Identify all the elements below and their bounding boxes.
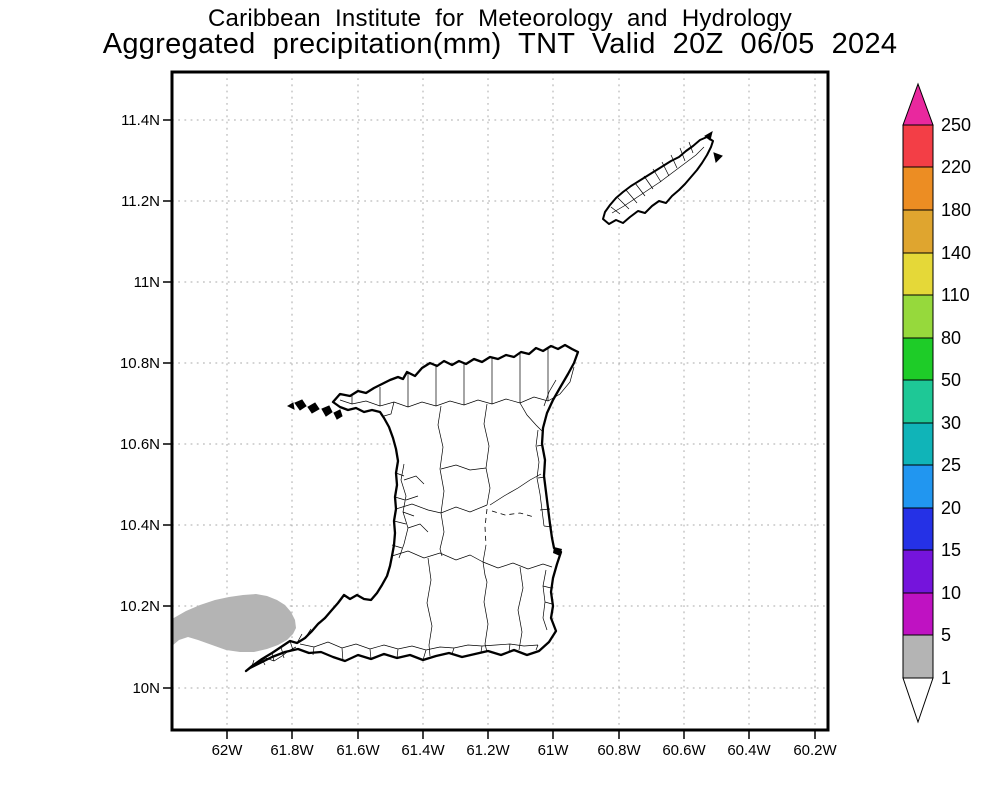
bocas-islands bbox=[286, 399, 343, 420]
colorbar-segment bbox=[902, 337, 934, 381]
colorbar-segment bbox=[902, 507, 934, 551]
plot-frame bbox=[170, 70, 830, 732]
figure-title-product: Aggregated precipitation(mm) TNT Valid 2… bbox=[102, 28, 898, 60]
trinidad-island bbox=[244, 343, 580, 673]
trinidad-admin-coastal-strips bbox=[251, 379, 557, 667]
y-tick-label: 11.2N bbox=[121, 193, 160, 210]
colorbar-tick-label: 220 bbox=[941, 157, 971, 177]
y-axis-tick-marks bbox=[163, 119, 172, 689]
tobago-admin-boundaries bbox=[610, 141, 705, 215]
x-tick-label: 61.4W bbox=[401, 742, 445, 759]
colorbar-segment bbox=[902, 464, 934, 509]
colorbar-tick-label: 50 bbox=[941, 370, 961, 390]
colorbar-tick-label: 110 bbox=[941, 285, 970, 305]
x-tick-label: 61.6W bbox=[336, 742, 380, 759]
x-axis-labels: 62W 61.8W 61.6W 61.4W 61.2W 61W 60.8W 60… bbox=[212, 742, 838, 759]
trinidad-admin-dashed bbox=[484, 508, 535, 546]
colorbar-tick-label: 80 bbox=[941, 328, 961, 348]
colorbar-segment bbox=[902, 422, 934, 466]
colorbar-labels: 1 5 10 15 20 25 30 50 80 110 140 180 220… bbox=[941, 115, 971, 688]
colorbar-tick-label: 180 bbox=[941, 200, 971, 220]
colorbar-tick-label: 30 bbox=[941, 413, 961, 433]
colorbar-segment bbox=[902, 634, 934, 679]
x-tick-label: 60.4W bbox=[727, 742, 771, 759]
y-tick-label: 10.2N bbox=[120, 598, 160, 615]
colorbar-tick-label: 20 bbox=[941, 498, 961, 518]
colorbar-tick-label: 140 bbox=[941, 243, 971, 263]
x-tick-label: 62W bbox=[212, 742, 244, 759]
x-tick-label: 60.2W bbox=[793, 742, 837, 759]
x-tick-label: 61.2W bbox=[466, 742, 510, 759]
y-tick-label: 10.4N bbox=[120, 517, 160, 534]
colorbar-below-min-arrow bbox=[902, 677, 934, 724]
colorbar-segment bbox=[902, 549, 934, 594]
trinidad-coastline bbox=[244, 343, 580, 673]
colorbar-tick-label: 1 bbox=[941, 668, 951, 688]
y-tick-label: 10.8N bbox=[120, 355, 160, 372]
colorbar-above-max-arrow bbox=[902, 82, 934, 126]
tobago-island bbox=[602, 130, 723, 225]
figure-title-institution: Caribbean Institute for Meteorology and … bbox=[207, 5, 793, 32]
colorbar: 1 5 10 15 20 25 30 50 80 110 140 180 220… bbox=[902, 82, 971, 724]
colorbar-segment bbox=[902, 252, 934, 296]
colorbar-segment bbox=[902, 379, 934, 424]
y-tick-label: 11N bbox=[134, 274, 160, 291]
y-tick-label: 11.4N bbox=[121, 112, 160, 129]
y-tick-label: 10.6N bbox=[120, 436, 160, 453]
trinidad-admin-north-range bbox=[339, 349, 575, 408]
tobago-coastline bbox=[602, 136, 714, 225]
x-tick-label: 61W bbox=[538, 742, 570, 759]
x-tick-label: 60.8W bbox=[597, 742, 641, 759]
colorbar-segment bbox=[902, 592, 934, 636]
x-axis-tick-marks bbox=[226, 730, 816, 739]
precipitation-shaded-region bbox=[172, 594, 296, 652]
trinidad-admin-central bbox=[391, 402, 553, 657]
colorbar-tick-label: 5 bbox=[941, 625, 951, 645]
colorbar-tick-label: 10 bbox=[941, 583, 961, 603]
colorbar-segment bbox=[902, 209, 934, 254]
colorbar-tick-label: 250 bbox=[941, 115, 971, 135]
x-tick-label: 61.8W bbox=[270, 742, 314, 759]
colorbar-segment bbox=[902, 166, 934, 211]
y-tick-label: 10N bbox=[132, 680, 160, 697]
trinidad-admin-west-cluster bbox=[383, 401, 429, 559]
colorbar-tick-label: 25 bbox=[941, 455, 961, 475]
tobago-islets bbox=[704, 130, 723, 163]
colorbar-segment bbox=[902, 124, 934, 168]
x-tick-label: 60.6W bbox=[662, 742, 706, 759]
colorbar-tick-label: 15 bbox=[941, 540, 961, 560]
trinidad-east-coast-islet bbox=[553, 547, 562, 556]
colorbar-segment bbox=[902, 294, 934, 339]
y-axis-labels: 11.4N 11.2N 11N 10.8N 10.6N 10.4N 10.2N … bbox=[120, 112, 160, 697]
